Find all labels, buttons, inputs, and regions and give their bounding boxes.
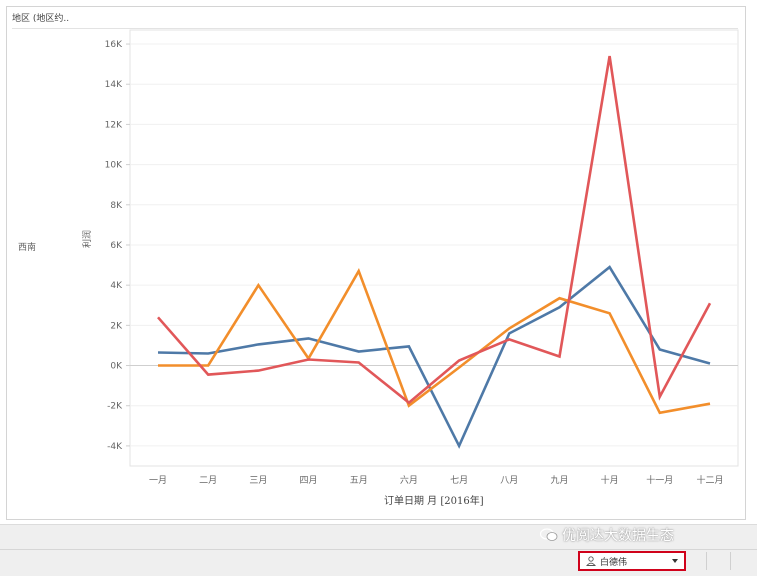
y-tick-label: 0K (110, 362, 123, 372)
x-tick-label: 一月 (149, 475, 167, 486)
x-tick-label: 三月 (249, 475, 267, 486)
y-tick-label: -4K (107, 442, 123, 452)
user-dropdown[interactable]: 白德伟 (578, 551, 686, 571)
watermark-text: 优阅达大数据生态 (562, 528, 674, 544)
y-tick-label: 10K (105, 161, 123, 171)
y-tick-label: 12K (105, 120, 123, 130)
x-tick-label: 五月 (350, 475, 368, 486)
toolbar-separator (706, 552, 707, 570)
x-tick-label: 十一月 (646, 474, 673, 486)
header-divider (12, 28, 738, 29)
chevron-down-icon[interactable] (672, 559, 678, 563)
x-tick-label: 四月 (300, 475, 318, 486)
series-line-1 (157, 265, 711, 449)
x-tick-label: 十二月 (696, 474, 723, 486)
x-tick-label: 六月 (400, 474, 418, 486)
y-tick-label: 8K (110, 201, 123, 211)
series-line-3 (157, 55, 712, 405)
row-label: 西南 (18, 243, 37, 253)
x-axis-title: 订单日期 月 [2016年] (384, 496, 484, 507)
x-tick-label: 二月 (199, 475, 217, 486)
y-tick-label: 2K (110, 321, 123, 331)
row-header-title[interactable]: 地区 (地区约.. (12, 14, 70, 24)
viz-frame (6, 6, 746, 520)
plot-area (129, 29, 739, 467)
y-tick-label: 16K (105, 40, 123, 50)
x-tick-label: 八月 (500, 475, 518, 486)
x-tick-label: 七月 (450, 475, 468, 486)
status-bar-divider (0, 549, 757, 550)
wechat-icon (540, 528, 558, 541)
series-line-2 (158, 268, 711, 415)
y-tick-label: 14K (105, 80, 123, 90)
user-icon (586, 556, 596, 566)
y-tick-label: 6K (110, 241, 123, 251)
user-name: 白德伟 (600, 557, 628, 568)
toolbar-separator (730, 552, 731, 570)
x-tick-label: 十月 (601, 474, 619, 486)
y-tick-label: -2K (107, 402, 123, 412)
y-tick-label: 4K (110, 281, 123, 291)
x-tick-label: 九月 (550, 475, 568, 486)
watermark: 优阅达大数据生态 (540, 525, 674, 545)
